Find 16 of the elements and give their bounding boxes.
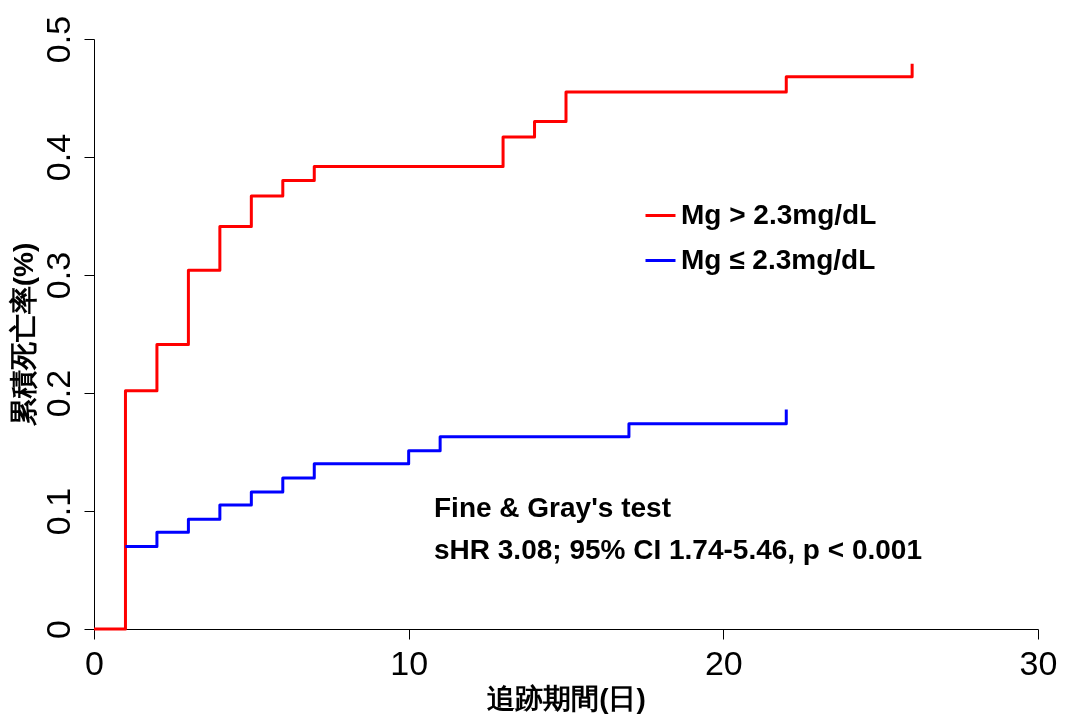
- x-tick-label: 30: [1019, 643, 1058, 682]
- x-tick-label: 0: [85, 643, 104, 682]
- y-tick-label: 0.4: [38, 133, 77, 182]
- y-tick-label: 0.3: [38, 251, 77, 300]
- x-axis-title: 追跡期間(日): [487, 682, 646, 714]
- y-axis-title: 累積死亡率(%): [7, 242, 39, 428]
- y-tick-label: 0.1: [38, 487, 77, 536]
- annotation: sHR 3.08; 95% CI 1.74-5.46, p < 0.001: [434, 534, 922, 565]
- legend-label: Mg > 2.3mg/dL: [681, 198, 877, 230]
- annotation: Fine & Gray's test: [434, 492, 671, 523]
- y-tick-label: 0: [38, 620, 77, 639]
- x-tick-label: 10: [390, 643, 429, 682]
- legend-label: Mg ≤ 2.3mg/dL: [681, 243, 876, 275]
- x-tick-label: 20: [704, 643, 743, 682]
- y-tick-label: 0.2: [38, 369, 77, 418]
- y-tick-label: 0.5: [38, 15, 77, 64]
